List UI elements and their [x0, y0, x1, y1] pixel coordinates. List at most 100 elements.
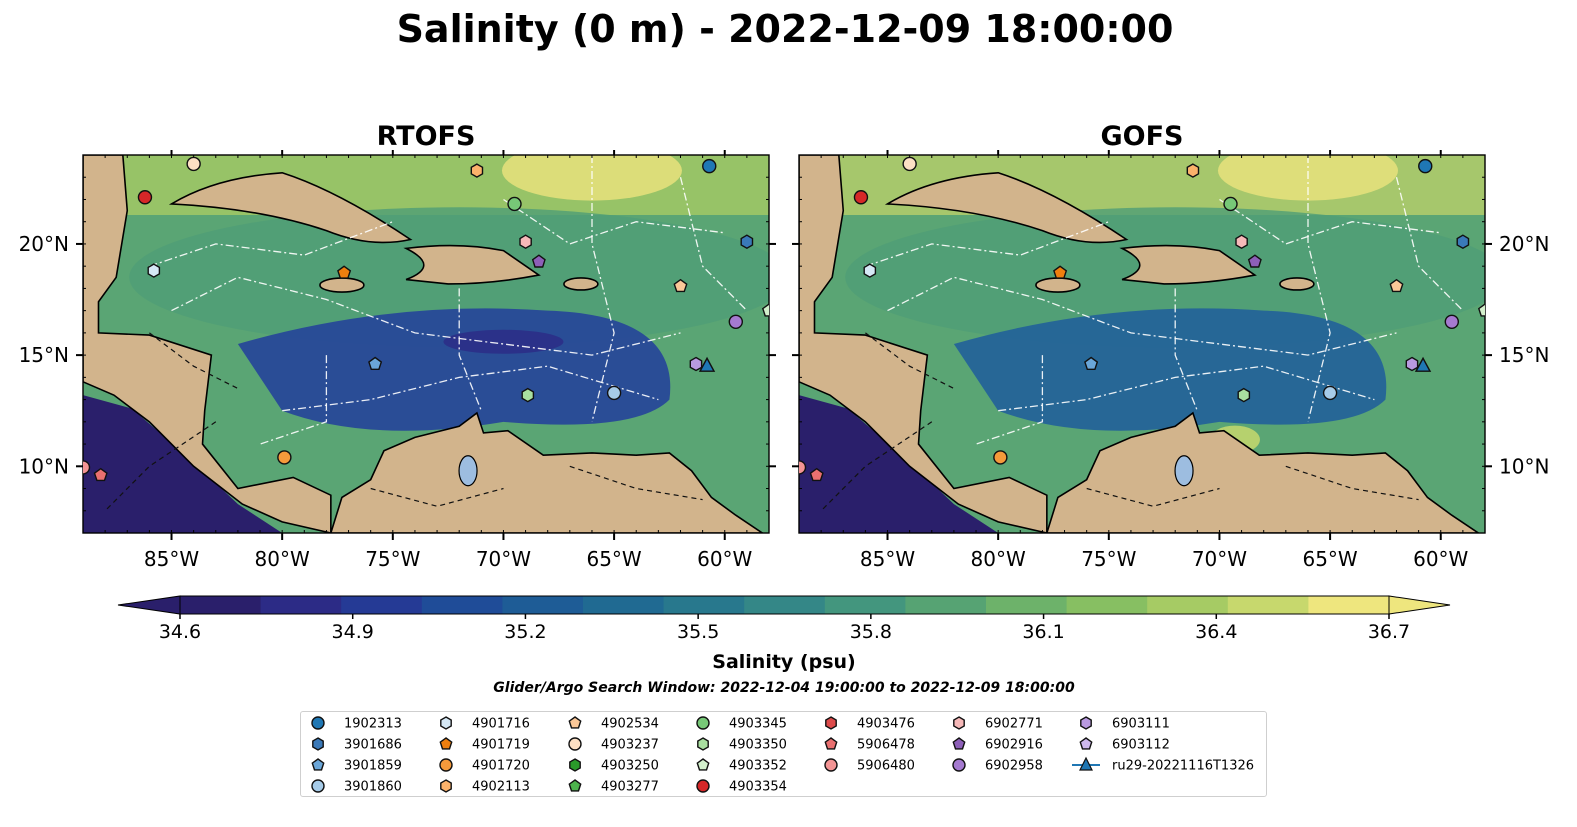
map-frame — [82, 154, 770, 534]
y-tick-label: 15°N — [19, 343, 69, 367]
colorbar-tick-label: 35.8 — [850, 621, 892, 643]
float-marker — [1247, 254, 1262, 268]
dashed-border-line — [820, 421, 933, 512]
central-america-land — [799, 155, 1048, 533]
colorbar-segment — [663, 596, 745, 614]
float-marker — [137, 190, 153, 205]
eez-boundary-line — [679, 177, 748, 312]
x-tick-label: 85°W — [860, 547, 915, 571]
figure-title: Salinity (0 m) - 2022-12-09 18:00:00 — [397, 7, 1174, 51]
x-tick-label: 65°W — [586, 547, 641, 571]
float-marker — [337, 265, 352, 279]
float-marker — [993, 450, 1008, 465]
south-america-land — [1046, 411, 1480, 533]
float-marker — [519, 234, 532, 250]
float-marker — [1223, 196, 1238, 212]
eez-boundary-line — [458, 288, 482, 411]
dashed-border-line — [104, 421, 217, 512]
colorbar: 34.6 34.9 35.2 35.5 35.8 36.1 36.4 36.7 — [117, 595, 1451, 643]
colorbar-segment — [502, 596, 584, 614]
float-marker — [531, 254, 546, 268]
float-marker — [1053, 265, 1068, 279]
eez-boundary-line — [591, 155, 615, 422]
eez-boundary-line — [171, 276, 681, 356]
float-marker — [1418, 158, 1433, 174]
y-tick-label: 15°N — [1499, 343, 1549, 367]
colorbar-segment — [1066, 596, 1148, 614]
float-marker — [902, 156, 917, 172]
legend — [300, 711, 1267, 797]
eez-boundary-line — [1395, 177, 1464, 312]
jamaica-land — [319, 277, 365, 293]
float-marker — [1084, 356, 1099, 370]
dashed-border-line — [370, 487, 504, 507]
colorbar-tick-label: 36.1 — [1022, 621, 1064, 643]
colorbar-extend-min — [117, 595, 181, 615]
colorbar-segment — [1147, 596, 1229, 614]
colorbar-segment — [1227, 596, 1309, 614]
search-window-subtitle: Glider/Argo Search Window: 2022-12-04 19… — [493, 680, 1075, 696]
glider-marker — [1414, 356, 1432, 372]
cuba-land — [168, 171, 413, 244]
float-marker — [702, 158, 717, 174]
float-marker — [470, 163, 484, 178]
float-marker — [147, 263, 161, 278]
colorbar-tick-label: 34.6 — [159, 621, 201, 643]
eez-boundary-line — [865, 221, 1110, 267]
map-panel-gofs: 85°W 80°W 75°W 70°W 65°W 60°W 20°N 15°N 10°N — [792, 150, 1549, 571]
map-frame — [798, 154, 1486, 534]
colorbar-tick-label: 35.2 — [504, 621, 546, 643]
x-tick-label: 60°W — [1413, 547, 1468, 571]
y-tick-label: 10°N — [19, 454, 69, 478]
y-tick-label: 10°N — [1499, 454, 1549, 478]
eez-boundary-line — [282, 365, 659, 412]
dashed-border-line — [865, 332, 955, 390]
colorbar-frame — [179, 595, 1390, 615]
float-marker — [689, 356, 703, 372]
colorbar-tick-label: 34.9 — [332, 621, 374, 643]
low-salinity-core — [443, 329, 564, 354]
colorbar-segment — [1308, 596, 1390, 614]
colorbar-segment — [583, 596, 665, 614]
float-marker — [1186, 163, 1200, 178]
float-marker — [673, 278, 688, 293]
x-tick-label: 85°W — [144, 547, 199, 571]
float-marker — [521, 387, 535, 403]
x-tick-label: 80°W — [971, 547, 1026, 571]
eez-boundary-line — [1307, 155, 1331, 422]
float-marker — [1456, 234, 1470, 250]
x-tick-label: 70°W — [1192, 547, 1247, 571]
y-tick-label: 20°N — [19, 232, 69, 256]
panel-title-gofs: GOFS — [1100, 121, 1183, 152]
hispaniola-land — [403, 244, 541, 285]
eez-boundary-line — [998, 365, 1375, 412]
float-marker — [277, 450, 292, 465]
colorbar-segment — [341, 596, 423, 614]
float-marker — [83, 460, 91, 475]
x-tick-label: 75°W — [1081, 547, 1136, 571]
colorbar-tick-label: 36.7 — [1368, 621, 1410, 643]
colorbar-segment — [986, 596, 1068, 614]
lake-maracaibo — [1174, 455, 1194, 487]
pacific-ocean — [83, 395, 283, 533]
x-tick-label: 70°W — [476, 547, 531, 571]
puerto-rico-land — [563, 277, 599, 291]
colorbar-tick-label: 36.4 — [1195, 621, 1237, 643]
float-marker — [368, 356, 383, 370]
colorbar-segment — [824, 596, 906, 614]
x-tick-label: 65°W — [1302, 547, 1357, 571]
colorbar-label: Salinity (psu) — [712, 651, 855, 673]
dashed-border-line — [1086, 487, 1220, 507]
float-marker — [761, 303, 769, 317]
central-america-land — [83, 155, 332, 533]
puerto-rico-land — [1279, 277, 1315, 291]
y-tick-label: 20°N — [1499, 232, 1549, 256]
eez-boundary-line — [149, 221, 394, 267]
eez-boundary-line — [503, 198, 725, 245]
cuba-land — [884, 171, 1129, 244]
eez-boundary-line — [1219, 198, 1441, 245]
jamaica-land — [1035, 277, 1081, 293]
lake-maracaibo — [458, 455, 478, 487]
x-tick-label: 75°W — [365, 547, 420, 571]
